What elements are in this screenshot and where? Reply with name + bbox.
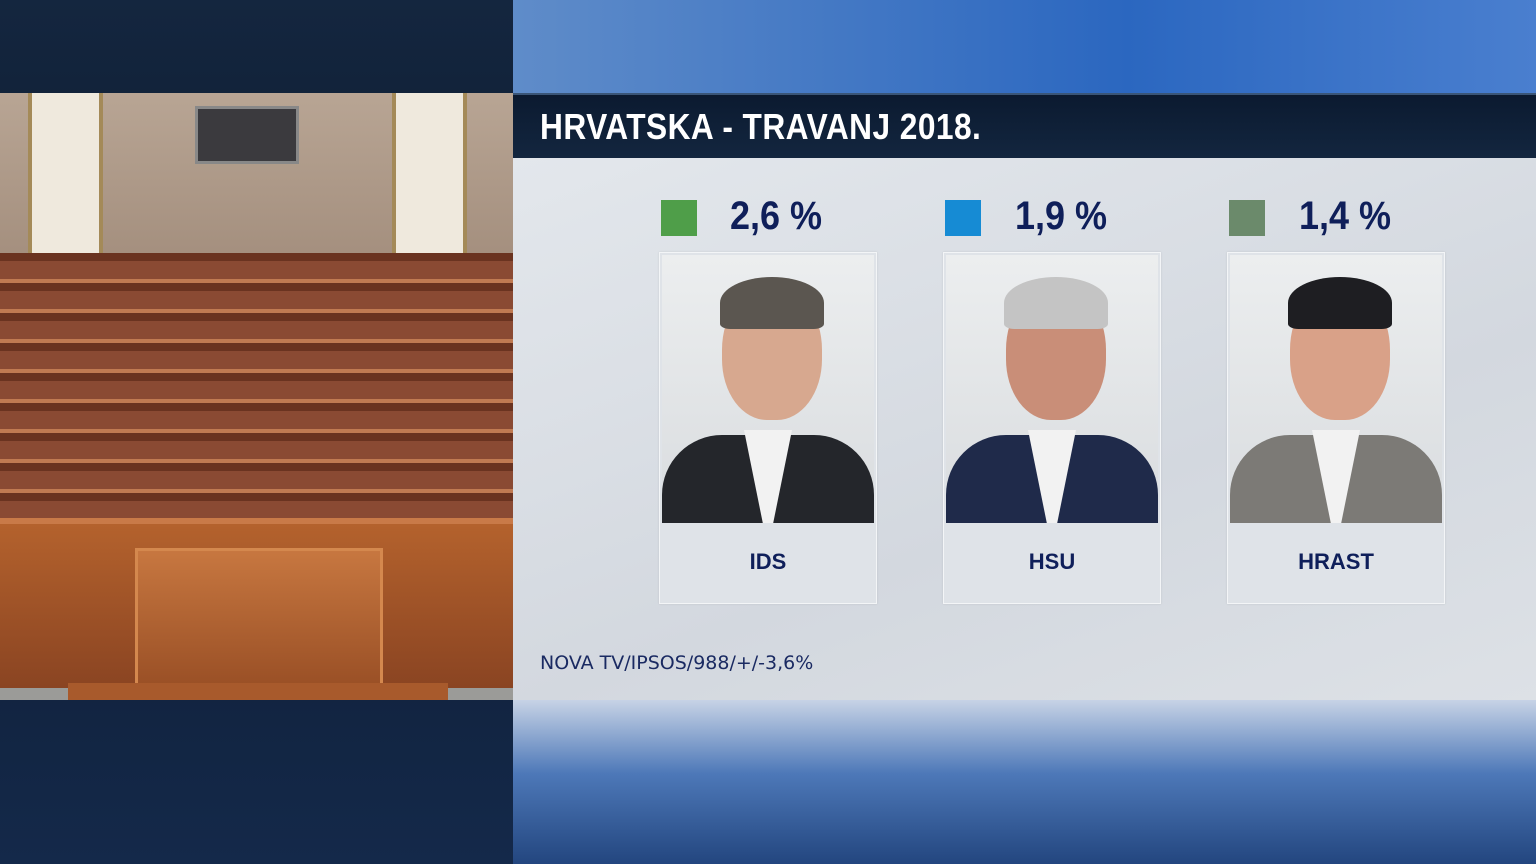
leader-photo-hsu — [946, 255, 1158, 523]
party-name: HSU — [1028, 549, 1076, 574]
leader-photo-ids — [662, 255, 874, 523]
legend-swatch-hsu — [945, 200, 981, 236]
page-title: HRVATSKA - TRAVANJ 2018. — [540, 106, 982, 147]
value-hsu: 1,9 % — [1015, 194, 1108, 238]
legend-swatch-ids — [661, 200, 697, 236]
value-ids: 2,6 % — [730, 194, 823, 238]
party-card-hsu: HSU — [943, 252, 1161, 604]
party-card-hrast: HRAST — [1227, 252, 1445, 604]
value-hrast: 1,4 % — [1299, 194, 1392, 238]
leader-photo-hrast — [1230, 255, 1442, 523]
legend-swatch-hrast — [1229, 200, 1265, 236]
parliament-photo — [0, 93, 513, 700]
party-card-ids: IDS — [659, 252, 877, 604]
party-name: HRAST — [1298, 549, 1374, 574]
title-bar — [513, 93, 1536, 158]
bottom-banner — [513, 700, 1536, 864]
poll-source: NOVA TV/IPSOS/988/+/-3,6% — [540, 652, 814, 674]
top-banner — [513, 0, 1536, 93]
party-name: IDS — [749, 549, 787, 574]
